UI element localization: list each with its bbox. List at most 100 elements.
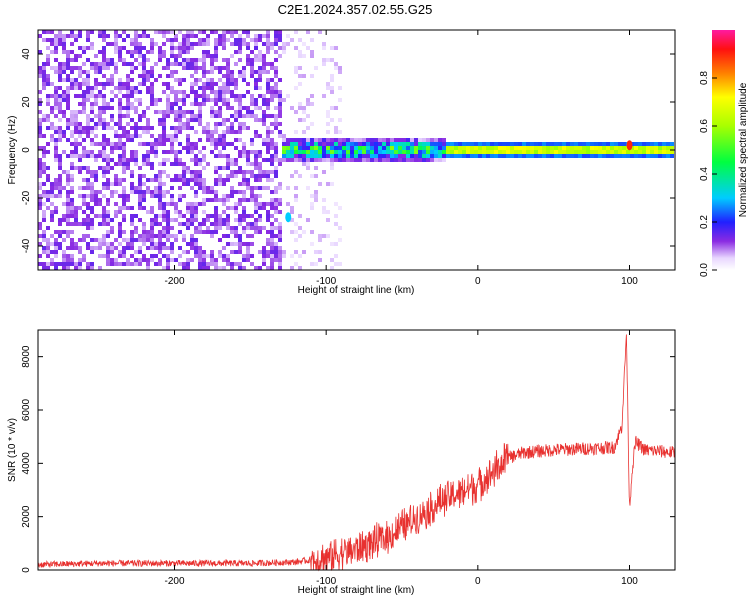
heatmap-cell xyxy=(230,126,234,130)
heatmap-cell xyxy=(214,178,218,182)
heatmap-cell xyxy=(114,34,118,38)
heatmap-cell xyxy=(518,150,522,154)
heatmap-cell xyxy=(558,150,562,154)
heatmap-cell xyxy=(162,138,166,142)
heatmap-cell xyxy=(194,114,198,118)
heatmap-cell xyxy=(234,218,238,222)
heatmap-cell xyxy=(302,250,306,254)
heatmap-cell xyxy=(202,258,206,262)
heatmap-cell xyxy=(654,154,658,158)
heatmap-cell xyxy=(274,66,278,70)
heatmap-cell xyxy=(302,142,306,146)
heatmap-cell xyxy=(406,154,410,158)
heatmap-cell xyxy=(98,166,102,170)
heatmap-cell xyxy=(126,114,130,118)
heatmap-cell xyxy=(170,150,174,154)
heatmap-cell xyxy=(126,82,130,86)
heatmap-cell xyxy=(522,142,526,146)
heatmap-cell xyxy=(310,230,314,234)
heatmap-cell xyxy=(242,126,246,130)
heatmap-cell xyxy=(222,94,226,98)
heatmap-cell xyxy=(246,30,250,34)
heatmap-cell xyxy=(174,162,178,166)
heatmap-cell xyxy=(210,222,214,226)
heatmap-cell xyxy=(90,86,94,90)
colorbar-tick-label: 0.0 xyxy=(699,263,710,277)
heatmap-cell xyxy=(142,34,146,38)
heatmap-cell xyxy=(238,150,242,154)
heatmap-cell xyxy=(126,198,130,202)
heatmap-cell xyxy=(238,238,242,242)
heatmap-cell xyxy=(318,238,322,242)
heatmap-cell xyxy=(126,262,130,266)
heatmap-cell xyxy=(234,78,238,82)
heatmap-cell xyxy=(210,258,214,262)
heatmap-cell xyxy=(250,194,254,198)
heatmap-cell xyxy=(578,154,582,158)
heatmap-cell xyxy=(198,266,202,270)
heatmap-cell xyxy=(150,230,154,234)
heatmap-cell xyxy=(366,146,370,150)
heatmap-cell xyxy=(178,118,182,122)
heatmap-cell xyxy=(366,158,370,162)
heatmap-cell xyxy=(174,58,178,62)
heatmap-cell xyxy=(574,154,578,158)
heatmap-cell xyxy=(290,38,294,42)
heatmap-cell xyxy=(182,174,186,178)
heatmap-cell xyxy=(414,154,418,158)
heatmap-cell xyxy=(50,106,54,110)
heatmap-cell xyxy=(38,166,42,170)
heatmap-cell xyxy=(418,154,422,158)
heatmap-cell xyxy=(174,110,178,114)
heatmap-cell xyxy=(426,142,430,146)
heatmap-cell xyxy=(222,34,226,38)
heatmap-cell xyxy=(50,234,54,238)
heatmap-cell xyxy=(46,226,50,230)
heatmap-cell xyxy=(186,110,190,114)
heatmap-cell xyxy=(194,194,198,198)
heatmap-cell xyxy=(66,74,70,78)
heatmap-cell xyxy=(102,222,106,226)
heatmap-cell xyxy=(266,158,270,162)
heatmap-cell xyxy=(610,146,614,150)
heatmap-cell xyxy=(210,254,214,258)
heatmap-cell xyxy=(158,262,162,266)
heatmap-cell xyxy=(214,54,218,58)
heatmap-cell xyxy=(218,222,222,226)
heatmap-cell xyxy=(334,126,338,130)
x-tick-label: 0 xyxy=(475,276,481,287)
heatmap-cell xyxy=(154,174,158,178)
heatmap-cell xyxy=(134,38,138,42)
heatmap-cell xyxy=(646,142,650,146)
heatmap-cell xyxy=(86,222,90,226)
heatmap-cell xyxy=(54,230,58,234)
heatmap-cell xyxy=(306,186,310,190)
heatmap-cell xyxy=(202,230,206,234)
heatmap-cell xyxy=(278,34,282,38)
heatmap-cell xyxy=(74,218,78,222)
heatmap-cell xyxy=(426,146,430,150)
heatmap-cell xyxy=(70,130,74,134)
heatmap-cell xyxy=(138,134,142,138)
heatmap-cell xyxy=(46,266,50,270)
heatmap-cell xyxy=(210,230,214,234)
heatmap-cell xyxy=(262,138,266,142)
heatmap-cell xyxy=(250,150,254,154)
heatmap-cell xyxy=(270,66,274,70)
heatmap-cell xyxy=(194,214,198,218)
heatmap-cell xyxy=(330,142,334,146)
heatmap-cell xyxy=(234,118,238,122)
heatmap-cell xyxy=(142,142,146,146)
heatmap-cell xyxy=(106,58,110,62)
heatmap-cell xyxy=(266,30,270,34)
heatmap-cell xyxy=(226,234,230,238)
heatmap-cell xyxy=(158,122,162,126)
heatmap-cell xyxy=(202,126,206,130)
heatmap-cell xyxy=(54,138,58,142)
heatmap-cell xyxy=(98,150,102,154)
heatmap-cell xyxy=(58,78,62,82)
heatmap-cell xyxy=(442,138,446,142)
heatmap-cell xyxy=(102,98,106,102)
x-tick-label: 100 xyxy=(621,576,638,587)
heatmap-cell xyxy=(194,70,198,74)
